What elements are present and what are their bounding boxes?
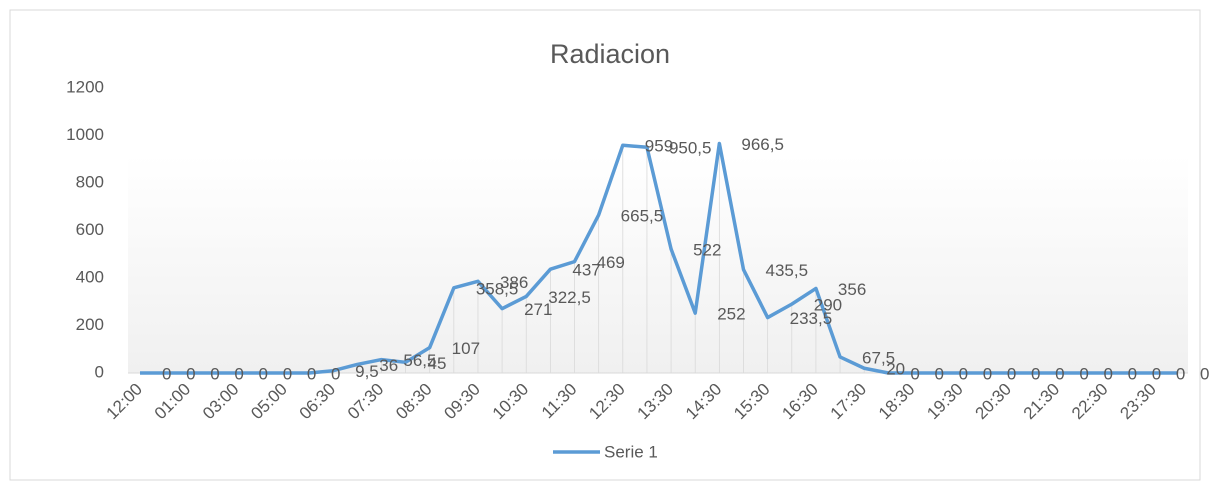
data-label: 20 <box>886 360 905 379</box>
data-label: 522 <box>693 241 721 260</box>
data-label: 0 <box>259 364 268 383</box>
data-label: 45 <box>428 354 447 373</box>
data-label: 0 <box>959 364 968 383</box>
data-label: 0 <box>283 364 292 383</box>
data-label: 966,5 <box>741 135 784 154</box>
data-label: 0 <box>1152 364 1161 383</box>
data-label: 0 <box>1031 364 1040 383</box>
data-label: 0 <box>910 364 919 383</box>
data-label: 0 <box>1176 364 1185 383</box>
data-label: 107 <box>452 339 480 358</box>
data-label: 271 <box>524 300 552 319</box>
data-label: 435,5 <box>766 261 809 280</box>
chart-title: Radiacion <box>550 39 670 69</box>
data-label: 67,5 <box>862 348 895 367</box>
y-tick-label: 400 <box>76 267 104 286</box>
data-label: 0 <box>934 364 943 383</box>
data-label: 959 <box>645 137 673 156</box>
y-tick-label: 600 <box>76 220 104 239</box>
y-tick-label: 0 <box>95 362 104 381</box>
data-label: 56,5 <box>403 351 436 370</box>
data-label: 0 <box>983 364 992 383</box>
y-tick-label: 1000 <box>66 125 104 144</box>
data-label: 0 <box>1103 364 1112 383</box>
data-label: 322,5 <box>548 288 591 307</box>
data-label: 950,5 <box>669 139 712 158</box>
data-label: 665,5 <box>621 206 664 225</box>
data-label: 0 <box>1200 364 1209 383</box>
data-label: 0 <box>162 364 171 383</box>
y-tick-label: 1200 <box>66 77 104 96</box>
y-tick-label: 800 <box>76 172 104 191</box>
line <box>140 141 1179 375</box>
data-label: 358,5 <box>476 279 519 298</box>
data-label: 0 <box>307 364 316 383</box>
data-label: 36 <box>379 356 398 375</box>
legend-label: Serie 1 <box>604 442 658 461</box>
data-label: 0 <box>234 364 243 383</box>
data-label: 386 <box>500 273 528 292</box>
data-label: 356 <box>838 280 866 299</box>
data-label: 0 <box>1079 364 1088 383</box>
data-label: 9,5 <box>355 362 379 381</box>
data-label: 0 <box>1055 364 1064 383</box>
data-label: 0 <box>186 364 195 383</box>
y-tick-label: 200 <box>76 315 104 334</box>
data-label: 469 <box>597 253 625 272</box>
data-label: 233,5 <box>790 309 833 328</box>
data-label: 0 <box>210 364 219 383</box>
data-label: 437 <box>572 261 600 280</box>
data-label: 252 <box>717 305 745 324</box>
data-label: 290 <box>814 296 842 315</box>
data-label: 0 <box>1128 364 1137 383</box>
data-label: 0 <box>1007 364 1016 383</box>
data-label: 0 <box>331 364 340 383</box>
